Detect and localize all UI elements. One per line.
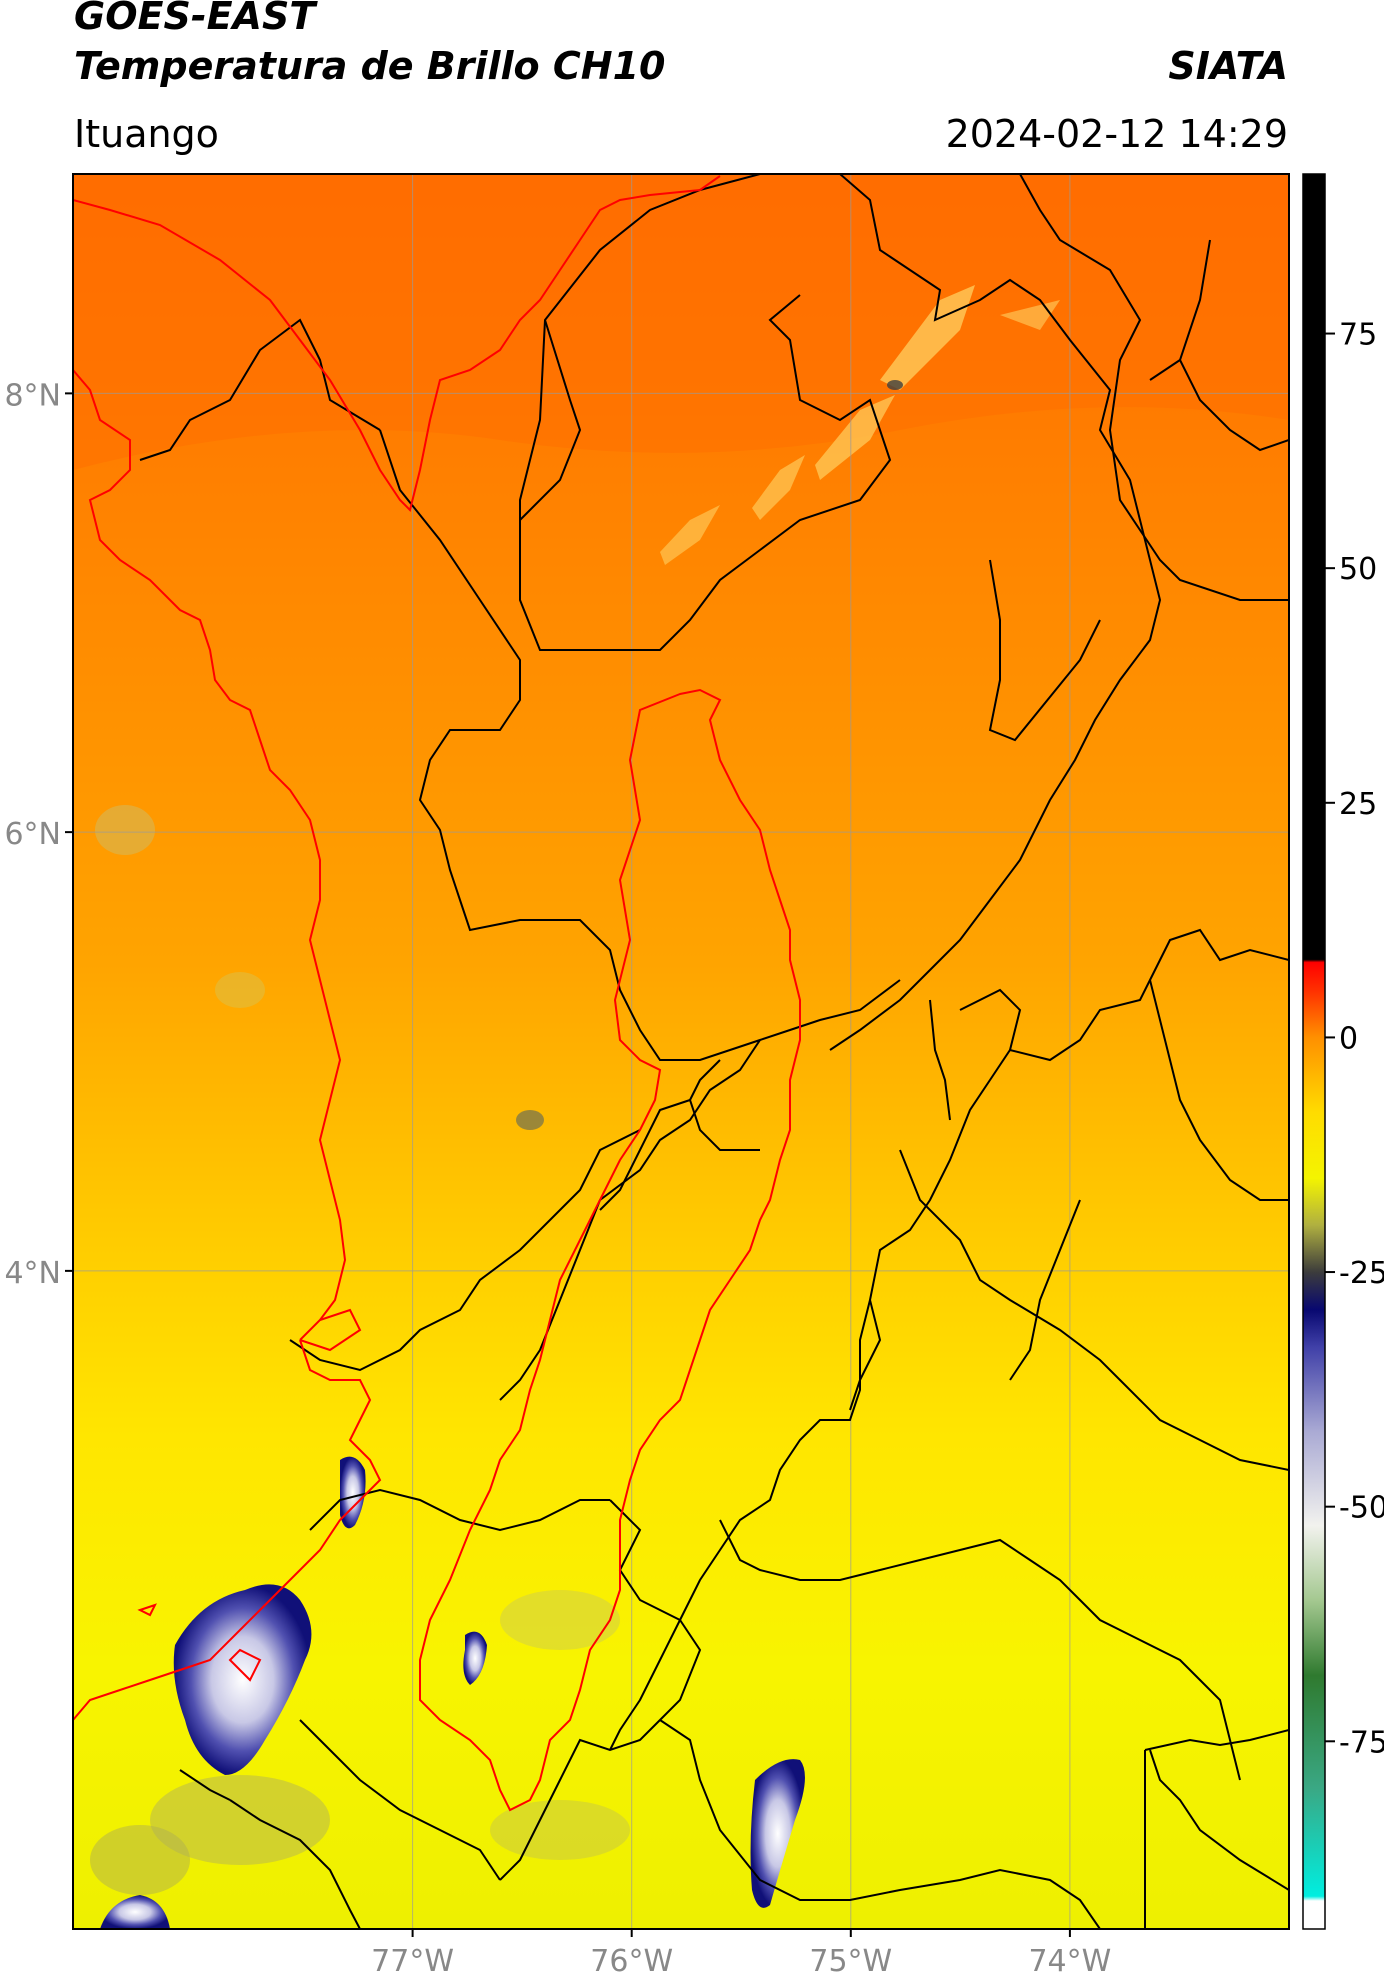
lon-tick-label: 77°W <box>371 1944 454 1979</box>
colorbar-tick-label: 50 <box>1339 552 1377 587</box>
colorbar-ticks: 75 50 25 0 -25 -50 -75 <box>1325 318 1384 1760</box>
latitude-labels: 8°N 6°N 4°N <box>4 378 73 1291</box>
basin-line <box>419 688 801 1812</box>
colorbar-tick-label: -25 <box>1339 1256 1384 1291</box>
border-line <box>688 1059 760 1151</box>
border-line <box>309 1488 610 1532</box>
region-label: Ituango <box>74 112 219 156</box>
border-line <box>1178 239 1289 452</box>
lat-tick-label: 6°N <box>4 817 61 852</box>
border-line <box>289 1129 641 1372</box>
longitude-labels: 77°W 76°W 75°W 74°W <box>371 1929 1111 1979</box>
border-line <box>1144 1729 1289 1751</box>
coastline-line <box>73 369 347 1341</box>
coastline-line <box>137 1603 157 1617</box>
colorbar-tick-label: -75 <box>1339 1725 1384 1760</box>
border-line <box>929 999 951 1121</box>
border-line <box>1019 174 1289 601</box>
colorbar-gradient <box>1302 173 1326 1930</box>
colorbar-tick-label: 0 <box>1339 1021 1358 1056</box>
map-frame <box>72 173 1290 1930</box>
border-line <box>179 1769 231 1801</box>
border-line <box>609 1299 871 1751</box>
border-line <box>299 1719 501 1881</box>
border-line <box>829 174 1162 1051</box>
border-line <box>379 429 901 1061</box>
border-line <box>1009 1199 1081 1381</box>
satellite-title: GOES-EAST <box>74 0 316 38</box>
lon-tick-label: 75°W <box>809 1944 892 1979</box>
coastline-line <box>228 1648 262 1682</box>
lat-tick-label: 4°N <box>4 1256 61 1291</box>
border-line <box>519 174 892 651</box>
border-line <box>959 988 1022 1051</box>
agency-label: SIATA <box>1168 44 1288 88</box>
border-line <box>1149 359 1181 381</box>
coastline-line <box>73 175 721 512</box>
border-line <box>719 1519 1241 1781</box>
border-line <box>988 559 1101 742</box>
border-line <box>499 1039 761 1401</box>
colorbar-tick-label: -50 <box>1339 1491 1384 1526</box>
border-line <box>1149 979 1289 1201</box>
department-borders <box>139 174 1289 1929</box>
border-line <box>229 1799 361 1929</box>
basin-outline <box>419 688 801 1812</box>
border-line <box>519 319 582 521</box>
border-line <box>899 1149 1289 1471</box>
colorbar: 75 50 25 0 -25 -50 -75 <box>1302 173 1384 1930</box>
lon-tick-label: 76°W <box>590 1944 673 1979</box>
border-line <box>599 1099 691 1211</box>
lon-tick-label: 74°W <box>1028 1944 1111 1979</box>
border-line <box>659 1719 1101 1929</box>
product-title: Temperatura de Brillo CH10 <box>74 44 666 88</box>
coastline-line <box>299 1308 362 1352</box>
border-line <box>139 318 381 461</box>
border-line <box>1149 1749 1289 1891</box>
temperature-field <box>73 174 1289 1929</box>
datetime-label: 2024-02-12 14:29 <box>945 112 1288 156</box>
coastline <box>73 175 721 1721</box>
colorbar-tick-label: 25 <box>1339 787 1377 822</box>
lat-tick-label: 8°N <box>4 378 61 413</box>
graticule <box>73 174 1289 1929</box>
colorbar-tick-label: 75 <box>1339 318 1377 353</box>
coastline-line <box>73 1339 382 1721</box>
